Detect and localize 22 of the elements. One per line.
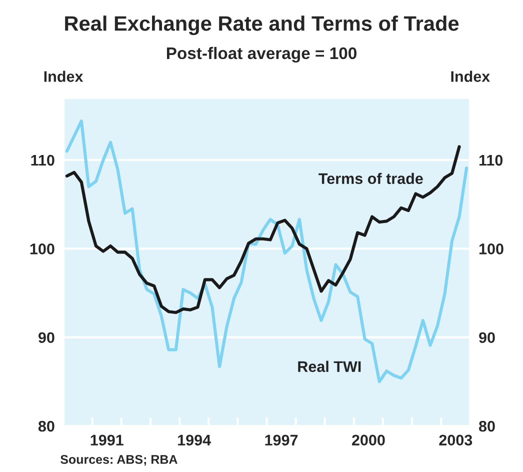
y-axis-title: Index [44,70,84,82]
x-tick-label: 1997 [265,434,298,446]
line-series [65,145,461,314]
y2-tick-label: 110 [479,154,503,166]
series-label: Real TWI [298,360,361,372]
y-tick-label: 100 [30,244,54,254]
chart-title: Real Exchange Rate and Terms of Trade [65,16,459,36]
x-tick-label: 1994 [178,434,211,446]
y-tick-label: 80 [38,420,54,432]
x-tick-label: 1991 [90,434,124,446]
line-series [65,119,468,384]
series-label: Terms of trade [318,172,423,184]
y2-tick-label: 90 [479,332,495,344]
source-note: Sources: ABS; RBA [60,455,178,466]
y2-tick-label: 100 [479,244,504,254]
x-tick-label: 2000 [352,434,385,446]
x-tick-label: 2003 [439,434,472,446]
y2-tick-label: 80 [478,420,495,432]
y-tick-label: 110 [31,154,54,166]
y-tick-label: 90 [38,332,54,344]
y2-axis-title: Index [451,70,490,82]
chart-subtitle: Post-float average = 100 [166,46,356,63]
